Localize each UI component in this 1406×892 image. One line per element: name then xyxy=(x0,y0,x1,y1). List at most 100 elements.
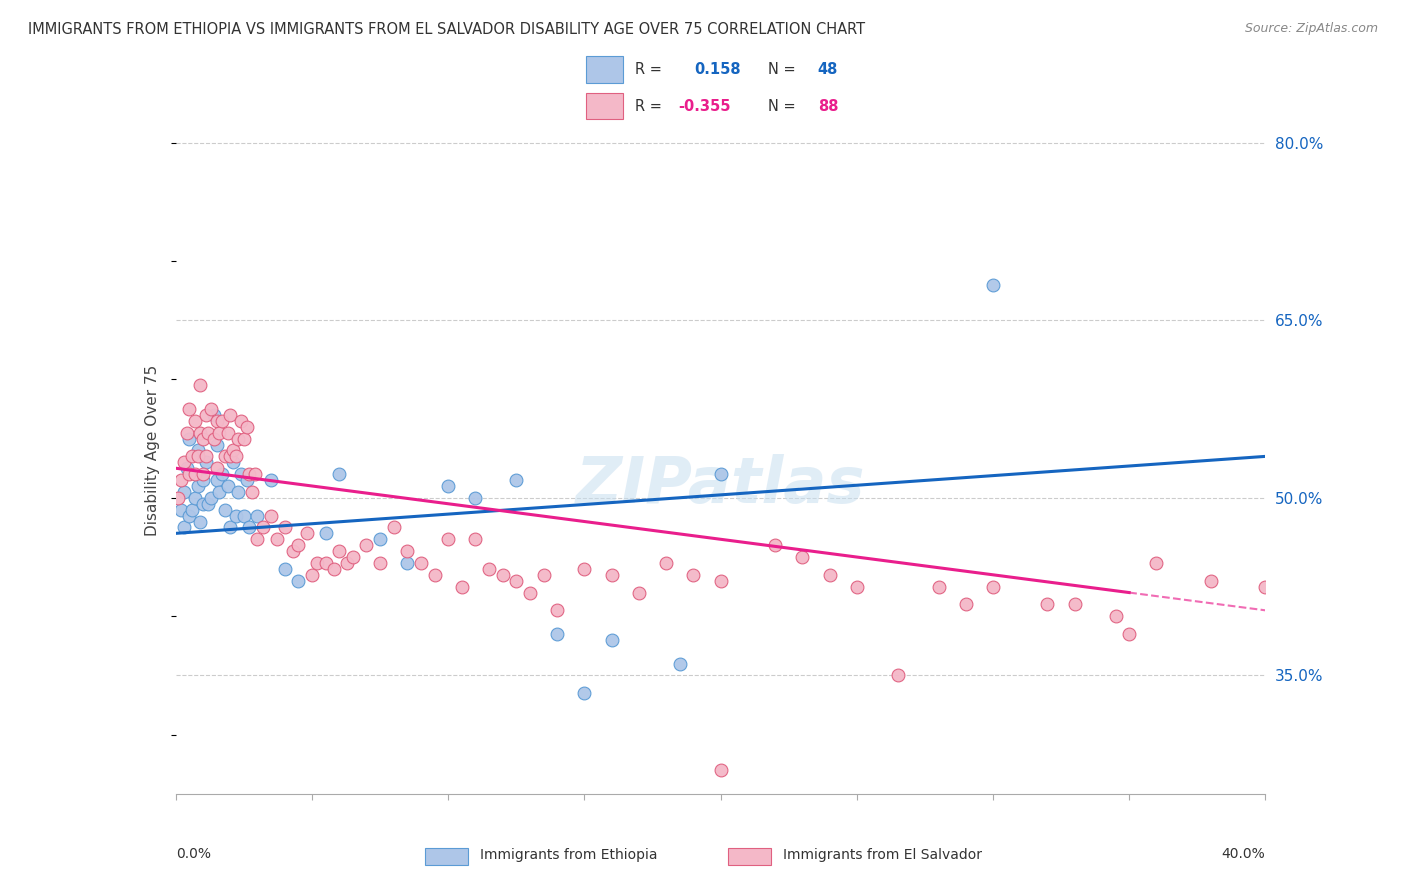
Point xyxy=(208,425,231,440)
Point xyxy=(423,567,446,582)
Text: 0.158: 0.158 xyxy=(695,62,741,77)
Point xyxy=(235,419,257,434)
Point xyxy=(328,467,350,482)
Point xyxy=(194,450,217,464)
Point xyxy=(342,549,364,564)
Point xyxy=(655,556,678,570)
Point xyxy=(505,574,527,588)
Point xyxy=(240,484,263,499)
Bar xyxy=(425,848,468,865)
Point xyxy=(1036,598,1059,612)
Point xyxy=(238,520,260,534)
Bar xyxy=(728,848,770,865)
Point xyxy=(396,544,419,558)
Point xyxy=(179,432,201,446)
Point xyxy=(1063,598,1085,612)
Point xyxy=(464,533,486,547)
Point xyxy=(368,533,391,547)
Point xyxy=(219,520,242,534)
Point xyxy=(505,473,527,487)
Point xyxy=(181,502,204,516)
Point xyxy=(235,473,257,487)
Point xyxy=(217,425,239,440)
Y-axis label: Disability Age Over 75: Disability Age Over 75 xyxy=(145,365,160,536)
Point xyxy=(682,567,704,582)
Point xyxy=(219,450,242,464)
Point xyxy=(232,508,254,523)
Point xyxy=(217,479,239,493)
Point xyxy=(315,556,337,570)
Point xyxy=(464,491,486,505)
Point xyxy=(205,461,228,475)
Point xyxy=(200,402,222,417)
Point xyxy=(200,491,222,505)
Point xyxy=(409,556,432,570)
Point xyxy=(492,567,515,582)
Point xyxy=(260,473,283,487)
Point xyxy=(208,484,231,499)
Point xyxy=(328,544,350,558)
Point xyxy=(184,467,207,482)
Point xyxy=(167,491,190,505)
Point xyxy=(231,467,253,482)
Point xyxy=(710,467,733,482)
Text: R =: R = xyxy=(636,62,662,77)
Point xyxy=(519,585,541,599)
Point xyxy=(600,567,623,582)
Point xyxy=(322,562,344,576)
Text: 88: 88 xyxy=(818,99,838,114)
Point xyxy=(356,538,378,552)
Point xyxy=(981,277,1004,292)
Point xyxy=(266,533,288,547)
Point xyxy=(205,473,228,487)
Point xyxy=(307,556,329,570)
Point xyxy=(274,520,297,534)
Point xyxy=(197,497,219,511)
Point xyxy=(238,467,260,482)
Point xyxy=(188,425,211,440)
Point xyxy=(186,443,209,458)
Point xyxy=(981,580,1004,594)
Point xyxy=(211,414,233,428)
Point xyxy=(252,520,274,534)
Point xyxy=(627,585,650,599)
Point xyxy=(173,520,195,534)
Point xyxy=(191,467,214,482)
Point xyxy=(1118,627,1140,641)
Point xyxy=(179,467,201,482)
Text: 40.0%: 40.0% xyxy=(1222,847,1265,861)
Point xyxy=(301,567,323,582)
Point xyxy=(194,408,217,422)
Point xyxy=(222,443,245,458)
Point xyxy=(225,450,247,464)
Point xyxy=(191,473,214,487)
Point xyxy=(184,414,207,428)
Point xyxy=(437,479,460,493)
Point xyxy=(287,538,309,552)
Text: N =: N = xyxy=(768,99,796,114)
Point xyxy=(184,491,207,505)
Point xyxy=(173,484,195,499)
Point xyxy=(763,538,786,552)
Point xyxy=(368,556,391,570)
Point xyxy=(546,627,568,641)
Point xyxy=(191,432,214,446)
Point xyxy=(955,598,977,612)
Point xyxy=(574,686,596,700)
Point xyxy=(886,668,908,682)
Point xyxy=(281,544,304,558)
Point xyxy=(205,414,228,428)
Text: Immigrants from El Salvador: Immigrants from El Salvador xyxy=(783,848,983,863)
Point xyxy=(179,508,201,523)
Point xyxy=(478,562,501,576)
Point xyxy=(845,580,868,594)
Point xyxy=(818,567,841,582)
Point xyxy=(188,378,211,392)
Point xyxy=(1199,574,1222,588)
Point xyxy=(546,603,568,617)
Point xyxy=(211,467,233,482)
Text: -0.355: -0.355 xyxy=(679,99,731,114)
Point xyxy=(186,450,209,464)
Text: N =: N = xyxy=(768,62,796,77)
Point xyxy=(170,502,193,516)
